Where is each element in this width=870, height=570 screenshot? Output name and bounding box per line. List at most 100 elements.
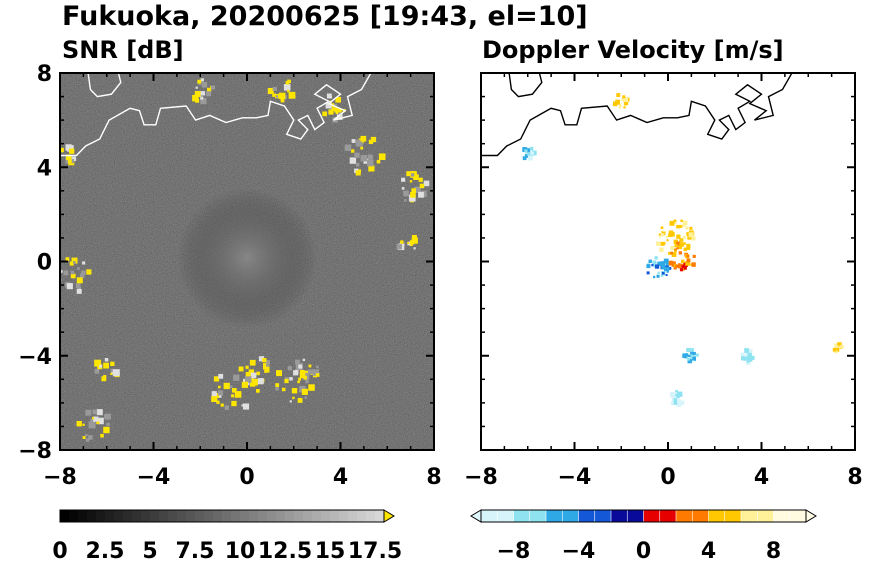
snr-echo-cell <box>66 154 72 161</box>
doppler-echo-cell <box>687 358 690 361</box>
doppler-echo-cell <box>648 259 652 263</box>
doppler-echo-cell <box>747 352 752 358</box>
doppler-echo-cell <box>653 275 656 279</box>
snr-echo-cell <box>249 359 256 366</box>
snr-echo-cell <box>106 422 110 426</box>
colorbar-extend-left <box>470 509 482 523</box>
doppler-echo-cell <box>524 154 529 158</box>
x-tick-label: 8 <box>847 465 862 490</box>
snr-echo-cell <box>245 376 252 383</box>
doppler-echo-cell <box>692 356 696 361</box>
snr-echo-cell <box>60 270 63 273</box>
colorbar-segment <box>249 510 259 522</box>
colorbar-segment <box>231 510 241 522</box>
snr-echo-cell <box>200 96 204 100</box>
snr-echo-cell <box>275 387 279 391</box>
snr-echo-cell <box>76 288 82 294</box>
snr-echo-cell <box>299 370 305 375</box>
snr-echo-cell <box>65 144 72 151</box>
snr-echo-cell <box>85 438 90 442</box>
snr-echo-cell <box>351 139 356 143</box>
colorbar-tick-label: 4 <box>701 539 716 564</box>
snr-echo-cell <box>220 403 224 407</box>
doppler-echo-cell <box>746 359 750 363</box>
colorbar-tick-label: 0 <box>636 539 651 564</box>
snr-echo-cell <box>216 400 220 404</box>
snr-echo-cell <box>232 388 237 393</box>
doppler-echo-cell <box>692 254 696 258</box>
snr-echo-cell <box>410 192 416 198</box>
doppler-echo-cell <box>529 146 534 151</box>
doppler-echo-cell <box>657 261 662 266</box>
x-tick-label: 0 <box>660 465 675 490</box>
doppler-echo-cell <box>690 263 693 266</box>
x-tick-label: −4 <box>137 465 171 490</box>
doppler-echo-cell <box>668 233 673 237</box>
snr-echo-cell <box>354 152 360 158</box>
colorbar-segment <box>578 509 596 523</box>
snr-echo-cell <box>103 362 109 369</box>
doppler-echo-cell <box>676 241 681 246</box>
doppler-echo-cell <box>683 266 687 270</box>
doppler-echo-cell <box>679 268 684 272</box>
colorbar-extend-right <box>383 509 395 523</box>
snr-echo-cell <box>63 270 69 276</box>
colorbar-segment <box>339 510 349 522</box>
snr-echo-cell <box>67 159 72 164</box>
doppler-echo-cell <box>522 156 527 161</box>
doppler-echo-cell <box>526 152 531 156</box>
doppler-echo-cell <box>679 242 684 247</box>
snr-echo-cell <box>70 270 75 275</box>
snr-x-tick-labels: −8 −4 0 4 8 <box>43 465 442 490</box>
colorbar-segment <box>366 510 376 522</box>
colorbar-tick-label: 8 <box>766 539 781 564</box>
snr-echo-cell <box>229 385 233 388</box>
doppler-echo-cell <box>660 226 664 229</box>
colorbar-tick-label: 10 <box>225 539 256 564</box>
snr-echo-cell <box>217 390 224 396</box>
colorbar-tick-label: 5 <box>142 539 157 564</box>
snr-echo-cell <box>378 153 386 160</box>
colorbar-segment <box>303 510 313 522</box>
doppler-echo-cell <box>524 149 528 153</box>
snr-echo-cell <box>413 247 416 250</box>
doppler-echo-cell <box>676 247 679 250</box>
colorbar-tick-label: 17.5 <box>348 539 402 564</box>
x-tick-label: −4 <box>558 465 592 490</box>
doppler-echo-cell <box>682 220 688 226</box>
snr-echo-cell <box>65 257 70 262</box>
colorbar-segment <box>740 509 758 523</box>
snr-echo-cell <box>272 86 277 91</box>
snr-echo-cell <box>367 154 373 160</box>
snr-echo-cell <box>200 78 204 82</box>
doppler-echo-cell <box>832 348 837 352</box>
snr-echo-cell <box>344 144 352 151</box>
colorbar-segment <box>480 509 498 523</box>
snr-echo-cell <box>223 382 230 390</box>
snr-echo-cell <box>241 381 248 388</box>
snr-echo-cell <box>278 92 286 100</box>
coastline-path <box>87 73 122 98</box>
doppler-echo-cell <box>666 235 669 238</box>
snr-center-clutter <box>177 188 317 328</box>
doppler-echo-cell <box>683 247 688 252</box>
snr-echo-cell <box>322 111 327 117</box>
figure-title: Fukuoka, 20200625 [19:43, el=10] <box>62 1 588 32</box>
snr-panel-title: SNR [dB] <box>62 36 184 64</box>
snr-echo-cell <box>262 358 267 363</box>
doppler-echo-cell <box>676 394 680 399</box>
snr-echo-cell <box>250 372 257 379</box>
colorbar-segment <box>773 509 791 523</box>
snr-echo-cell <box>335 97 341 103</box>
coastline-left <box>60 73 372 157</box>
snr-echo-cell <box>413 174 419 180</box>
colorbar-segment <box>96 510 106 522</box>
snr-echo-cell <box>211 391 217 397</box>
doppler-echo-cell <box>677 244 682 250</box>
snr-echo-cell <box>243 403 250 410</box>
snr-echo-cell <box>218 385 221 389</box>
snr-echo-cell <box>308 364 312 368</box>
doppler-echo-cell <box>682 353 687 358</box>
snr-echo-cell <box>409 240 415 245</box>
